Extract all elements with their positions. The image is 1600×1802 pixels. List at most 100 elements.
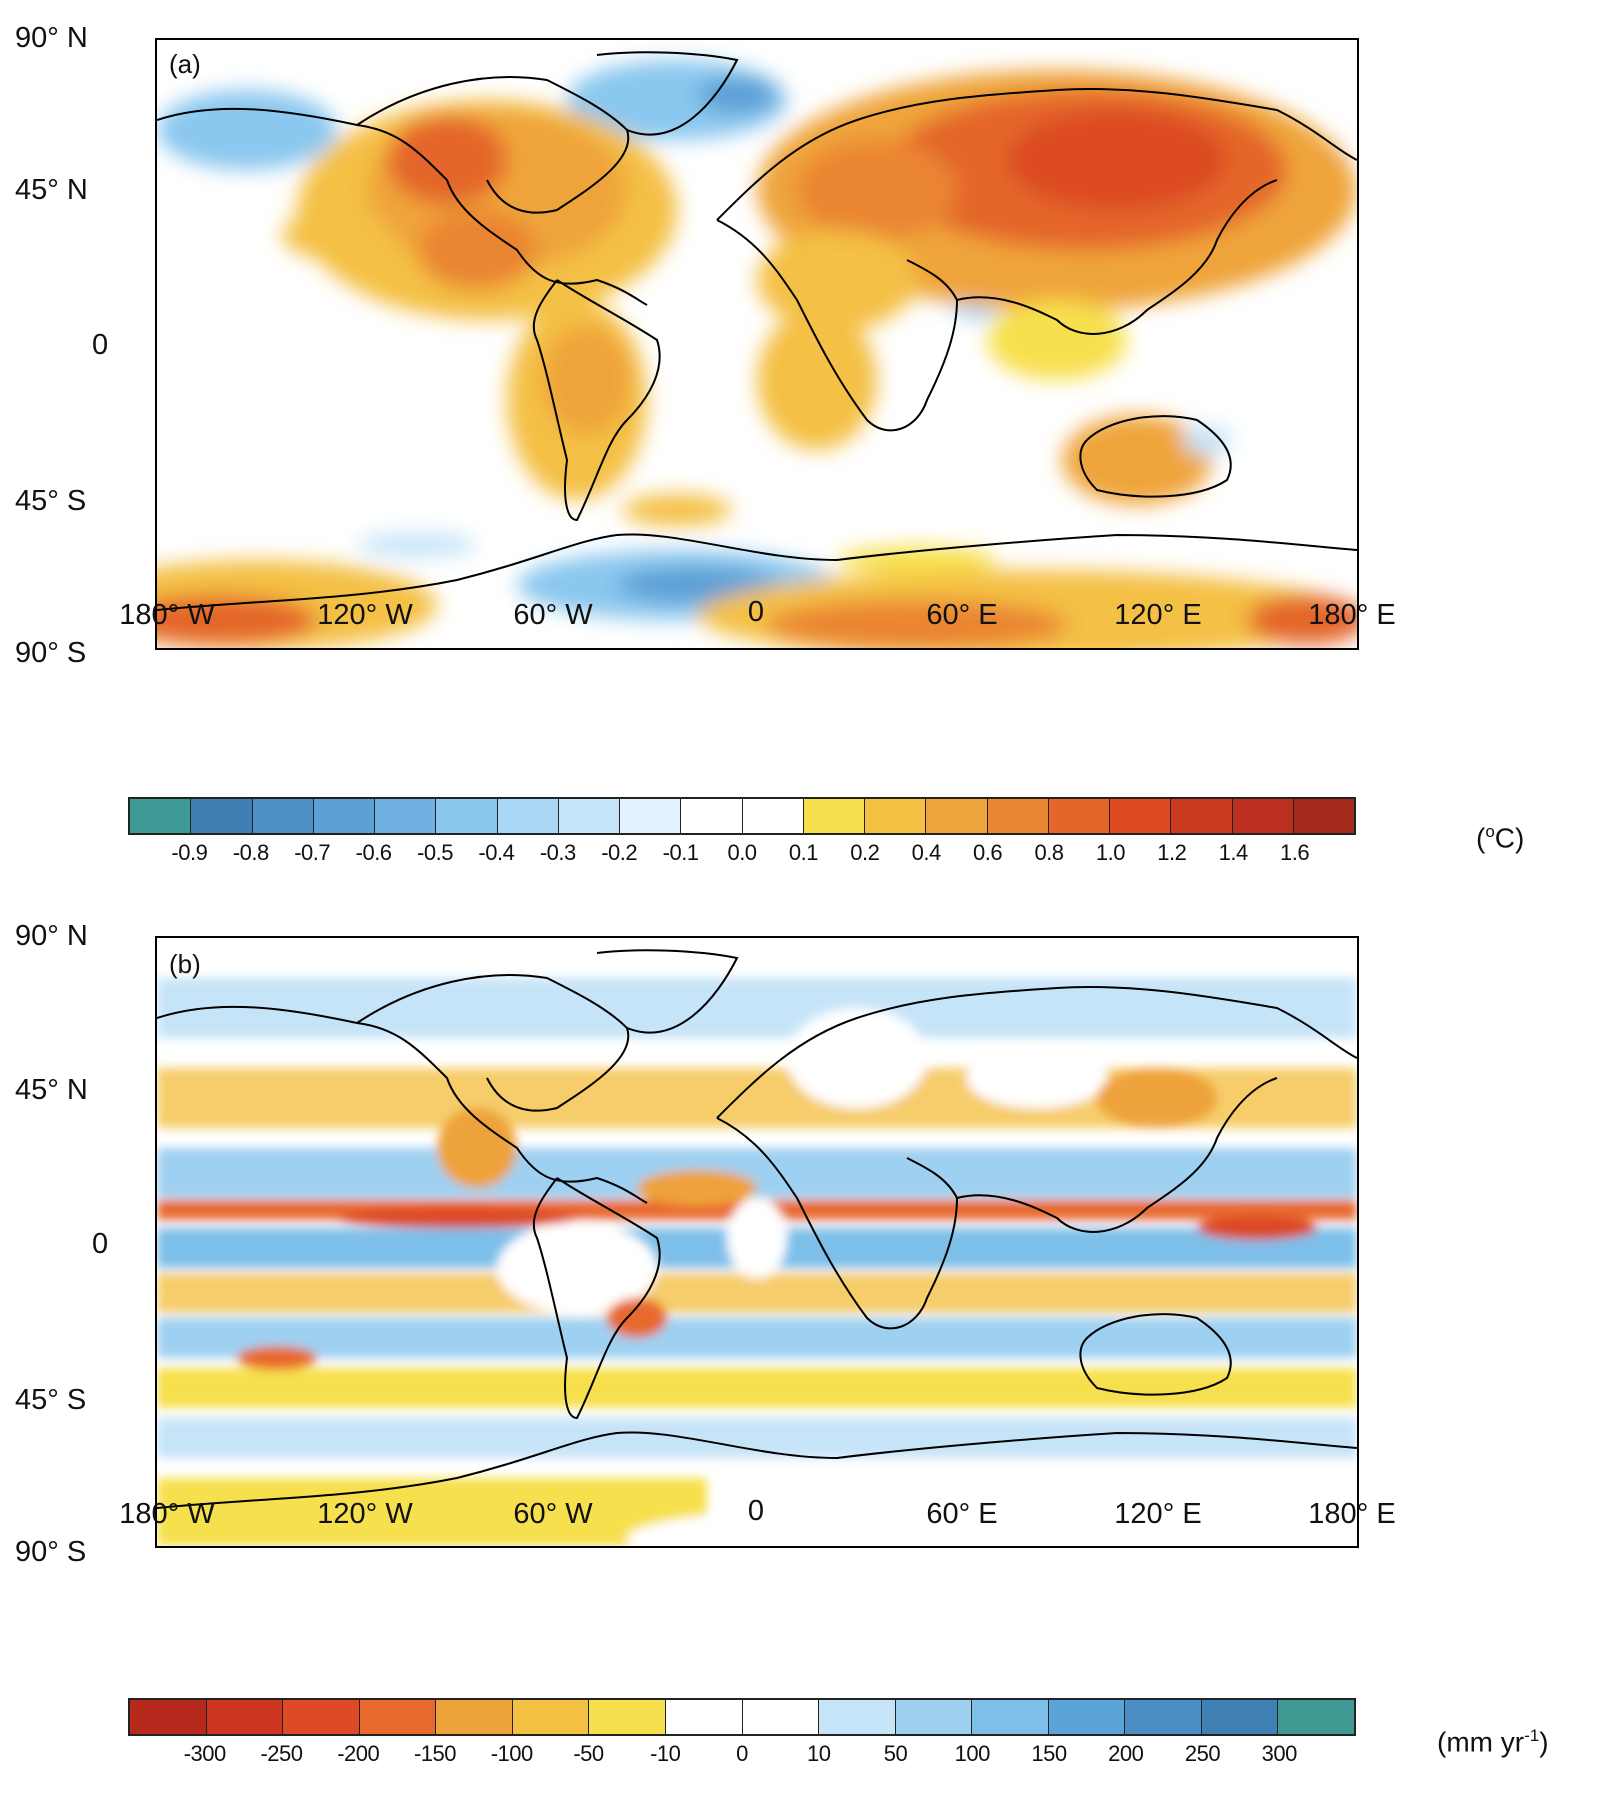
colorbar-swatch (206, 1700, 284, 1734)
lon-label-180e: 180° E (1308, 599, 1396, 631)
colorbar-swatch (191, 799, 253, 833)
colorbar-tick-label: 50 (883, 1741, 908, 1766)
panel-a-temperature: 90° N 45° N 0 45° S 90° S (0, 0, 1600, 900)
panel-label-b: (b) (169, 949, 201, 979)
colorbar-swatch (359, 1700, 437, 1734)
lat-label-90s: 90° S (15, 637, 87, 669)
colorbar-tick-label: 0.1 (788, 840, 819, 865)
colorbar-swatch (558, 799, 620, 833)
map-plot-area (155, 936, 1359, 1548)
colorbar-precipitation-unit: (mm yr-1) (1437, 1726, 1549, 1758)
lon-label-120e: 120° E (1114, 1498, 1202, 1530)
panel-label-a: (a) (169, 49, 201, 79)
colorbar-tick-label: -0.9 (171, 840, 208, 865)
colorbar-swatch (436, 799, 498, 833)
colorbar-swatch (972, 1700, 1049, 1734)
colorbar-tick-label: 0.2 (850, 840, 880, 865)
colorbar-temperature (128, 797, 1356, 835)
lat-label-90s: 90° S (15, 1536, 87, 1568)
colorbar-tick-label: -0.5 (417, 840, 453, 865)
colorbar-swatch (1201, 1700, 1279, 1734)
lat-label-45n: 45° N (15, 174, 88, 206)
lat-label-45s: 45° S (15, 485, 87, 517)
colorbar-swatch (987, 799, 1049, 833)
colorbar-tick-label: 0.6 (973, 840, 1003, 865)
colorbar-swatch (926, 799, 988, 833)
colorbar-tick-label: -0.6 (355, 840, 392, 865)
colorbar-swatch (1125, 1700, 1202, 1734)
colorbar-tick-label: -0.7 (294, 840, 331, 865)
colorbar-swatch (1171, 799, 1233, 833)
lat-label-45n: 45° N (15, 1074, 88, 1106)
colorbar-tick-label: -100 (490, 1741, 534, 1766)
colorbar-swatch (803, 799, 865, 833)
colorbar-temperature-ticks: -0.9 -0.8 -0.7 -0.6 -0.5 -0.4 -0.3 -0.2 -0.1 0.0 0… (128, 840, 1356, 870)
colorbar-swatch (252, 799, 314, 833)
colorbar-tick-label: 200 (1108, 1741, 1144, 1766)
precipitation-field (157, 938, 1357, 1546)
colorbar-tick-label: -0.4 (478, 840, 515, 865)
colorbar-swatch (742, 799, 804, 833)
colorbar-precipitation (128, 1698, 1356, 1736)
lat-label-0: 0 (92, 329, 109, 361)
lon-label-180e: 180° E (1308, 1498, 1396, 1530)
colorbar-tick-label: 0.0 (727, 840, 757, 865)
colorbar-tick-label: 1.2 (1157, 840, 1187, 865)
colorbar-tick-label: -50 (573, 1741, 604, 1766)
colorbar-tick-label: 0 (736, 1741, 748, 1766)
lat-label-0: 0 (92, 1228, 109, 1260)
colorbar-swatch (865, 799, 927, 833)
colorbar-swatch (665, 1700, 743, 1734)
colorbar-tick-label: 1.6 (1280, 840, 1310, 865)
colorbar-swatch (512, 1700, 590, 1734)
colorbar-swatch (1048, 799, 1110, 833)
temperature-field (157, 40, 1357, 648)
colorbar-swatch (681, 799, 743, 833)
colorbar-precipitation-ticks: -300 -250 -200 -150 -100 -50 -10 0 10 50 100 150 200… (128, 1741, 1356, 1771)
colorbar-swatch (742, 1700, 820, 1734)
colorbar-swatch (375, 799, 437, 833)
lat-label-45s: 45° S (15, 1384, 87, 1416)
colorbar-tick-label: -200 (337, 1741, 380, 1766)
lon-label-120w: 120° W (317, 1498, 413, 1530)
colorbar-tick-label: -0.1 (662, 840, 699, 865)
colorbar-tick-label: -0.3 (539, 840, 576, 865)
colorbar-tick-label: 300 (1261, 1741, 1298, 1766)
colorbar-tick-label: 250 (1184, 1741, 1221, 1766)
lon-label-60w: 60° W (513, 599, 593, 631)
colorbar-swatch (1278, 1700, 1354, 1734)
colorbar-swatch (1110, 799, 1172, 833)
colorbar-swatch (1232, 799, 1294, 833)
colorbar-tick-label: -10 (650, 1741, 681, 1766)
colorbar-swatch (497, 799, 559, 833)
colorbar-tick-label: -300 (183, 1741, 227, 1766)
lon-label-0: 0 (747, 596, 765, 628)
colorbar-swatch (620, 799, 682, 833)
lon-label-60w: 60° W (513, 1498, 593, 1530)
lon-label-180w: 180° W (119, 1498, 215, 1530)
lat-label-90n: 90° N (15, 22, 88, 54)
lon-label-60e: 60° E (926, 1498, 998, 1530)
map-plot-area (155, 38, 1359, 650)
colorbar-swatch (895, 1700, 973, 1734)
lat-label-90n: 90° N (15, 920, 88, 952)
lon-label-0: 0 (747, 1495, 765, 1527)
colorbar-swatch (819, 1700, 896, 1734)
colorbar-tick-label: 10 (807, 1741, 831, 1766)
colorbar-tick-label: 100 (954, 1741, 991, 1766)
colorbar-tick-label: -250 (260, 1741, 303, 1766)
colorbar-swatch (436, 1700, 513, 1734)
colorbar-tick-label: 150 (1031, 1741, 1067, 1766)
lon-label-60e: 60° E (926, 599, 998, 631)
colorbar-tick-label: -0.8 (232, 840, 269, 865)
colorbar-tick-label: 0.4 (911, 840, 942, 865)
colorbar-swatch (313, 799, 375, 833)
colorbar-tick-label: 0.8 (1034, 840, 1064, 865)
colorbar-swatch (1048, 1700, 1126, 1734)
colorbar-temperature-unit: (oC) (1476, 822, 1525, 854)
colorbar-tick-label: -150 (413, 1741, 457, 1766)
colorbar-swatch (283, 1700, 360, 1734)
panel-b-precipitation: 90° N 45° N 0 45° S 90° S (0, 900, 1600, 1802)
colorbar-swatch (1293, 799, 1354, 833)
colorbar-swatch (589, 1700, 666, 1734)
